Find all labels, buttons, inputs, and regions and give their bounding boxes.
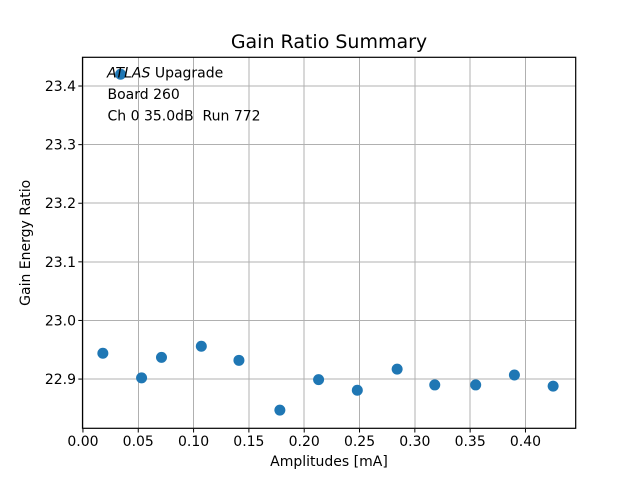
x-tick-label: 0.35 [455, 434, 486, 450]
data-point [115, 68, 127, 80]
data-point [155, 351, 167, 363]
tick-marks [78, 85, 526, 433]
scatter-series [97, 68, 559, 416]
data-point [508, 369, 520, 381]
chart-title: Gain Ratio Summary [231, 31, 427, 53]
grid-lines [82, 57, 576, 429]
annotation-block: ATLAS Upagrade Board 260 Ch 0 35.0dB Run… [106, 66, 261, 125]
data-point [547, 380, 559, 392]
annotation-upgrade-label: Upagrade [150, 66, 223, 82]
annotation-line-2: Board 260 [108, 87, 180, 103]
annotation-line-1: ATLAS Upagrade [106, 66, 223, 82]
x-tick-label: 0.00 [67, 434, 98, 450]
y-tick-label: 23.0 [45, 313, 76, 329]
x-axis-label: Amplitudes [mA] [270, 454, 388, 470]
data-point [274, 404, 286, 416]
x-tick-label: 0.30 [399, 434, 430, 450]
x-tick-label: 0.15 [233, 434, 264, 450]
data-point [195, 340, 207, 352]
y-tick-label: 23.2 [45, 196, 76, 212]
x-tick-label: 0.40 [510, 434, 541, 450]
data-point [470, 379, 482, 391]
y-tick-label: 23.4 [45, 79, 76, 95]
y-tick-label: 23.1 [45, 255, 76, 271]
x-tick-label: 0.25 [344, 434, 375, 450]
data-point [313, 374, 325, 386]
y-tick-label: 23.3 [45, 138, 76, 154]
data-point [233, 354, 245, 366]
data-point [429, 379, 441, 391]
annotation-experiment-name: ATLAS [106, 66, 150, 82]
tick-labels: 0.00 0.05 0.10 0.15 0.20 0.25 0.30 0.35 0.40 22.9… [45, 79, 541, 450]
x-tick-label: 0.20 [289, 434, 320, 450]
annotation-line-3: Ch 0 35.0dB Run 772 [108, 109, 261, 125]
plot-area [81, 56, 577, 429]
data-point [97, 347, 109, 359]
y-tick-label: 22.9 [45, 372, 76, 388]
x-tick-label: 0.05 [123, 434, 154, 450]
y-axis-label: Gain Energy Ratio [18, 180, 34, 306]
data-point [136, 372, 148, 384]
x-tick-label: 0.10 [178, 434, 209, 450]
data-point [351, 384, 363, 396]
data-point [391, 363, 403, 375]
